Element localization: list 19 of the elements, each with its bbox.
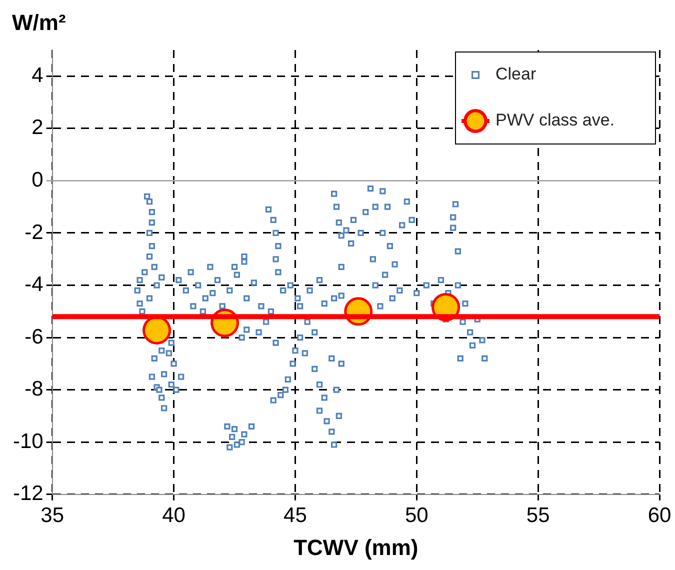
legend-label: Clear [496,64,536,84]
x-tick-label: 35 [40,504,64,527]
y-tick-label: 2 [32,116,44,140]
y-tick-label: 4 [32,64,44,87]
y-tick-label: -4 [24,273,44,296]
y-tick-label: -8 [24,378,44,401]
y-axis-title: W/m² [12,10,66,36]
x-tick-label: 55 [526,504,550,527]
y-tick-label: 0 [32,168,44,192]
legend-label: PWV class ave. [496,110,615,130]
y-tick-label: -6 [24,325,44,348]
x-tick-label: 40 [162,504,186,527]
x-tick-label: 50 [404,504,428,527]
y-tick-label: -12 [12,482,44,506]
x-axis-title: TCWV (mm) [294,534,418,560]
x-tick-label: 60 [648,504,672,527]
x-tick-label: 45 [284,504,307,527]
y-tick-label: -2 [24,220,44,244]
y-tick-label: -10 [12,430,44,453]
